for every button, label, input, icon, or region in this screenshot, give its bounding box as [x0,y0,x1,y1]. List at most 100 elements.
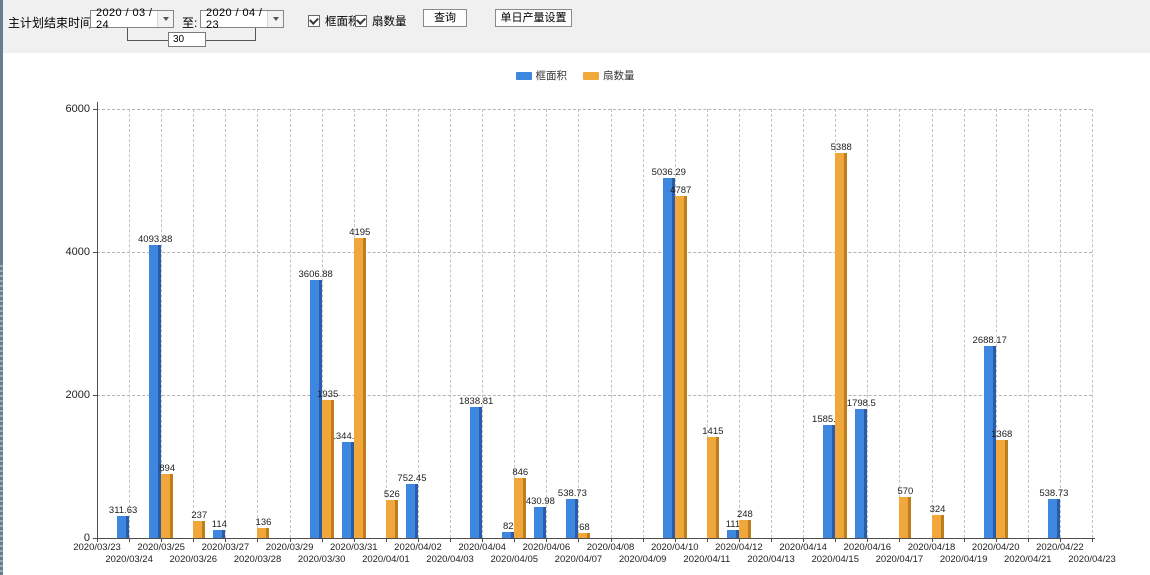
legend-item[interactable]: 框面积 [515,68,567,83]
x-axis-label: 2020/03/26 [169,554,218,565]
gridline-vertical [546,109,548,538]
checkbox-frame-area[interactable]: 框面积 [308,13,360,29]
bar-框面积-2020/04/15[interactable] [823,424,836,538]
bar-扇数量-2020/04/12[interactable] [738,520,751,538]
x-axis-tick [803,538,805,542]
date-to-picker[interactable]: 2020 / 04 / 23 [200,7,284,31]
daily-output-settings-button[interactable]: 单日产量设置 [495,9,572,27]
bar-框面积-2020/04/16[interactable] [855,409,868,538]
checkbox-fan-count[interactable]: 扇数量 [355,13,407,29]
date-to-dropdown-button[interactable] [267,11,283,27]
x-axis-label: 2020/03/24 [105,554,153,565]
bar-框面积-2020/04/06[interactable] [534,507,547,538]
x-axis-label: 2020/04/06 [522,542,571,553]
x-axis-label: 2020/04/02 [394,542,442,553]
bar-扇数量-2020/04/20[interactable] [995,440,1008,538]
y-axis-tick [93,538,97,539]
legend-swatch-icon [515,71,532,80]
x-axis-label: 2020/03/30 [297,554,346,565]
x-axis-label: 2020/04/23 [1068,554,1116,565]
x-axis-label: 2020/04/20 [971,542,1020,553]
query-button[interactable]: 查询 [423,9,467,27]
x-axis-tick [1059,538,1061,542]
x-axis-label: 2020/03/23 [73,542,121,553]
bar-框面积-2020/04/07[interactable] [566,499,579,538]
legend-swatch-icon [583,71,599,80]
gridline-vertical [514,109,516,538]
bar-框面积-2020/04/10[interactable] [662,177,675,538]
bar-value-label: 1585.96 [812,413,847,425]
bar-value-label: 538.73 [557,488,587,500]
x-axis-tick [706,538,708,542]
y-axis-label: 2000 [65,389,90,401]
checkbox-box[interactable] [355,15,367,27]
x-axis-label: 2020/04/17 [875,554,924,565]
bar-value-label: 114 [211,518,227,530]
bar-框面积-2020/03/25[interactable] [149,245,162,538]
bar-value-label: 324 [929,503,946,515]
date-from-dropdown-button[interactable] [157,11,173,27]
x-axis-label: 2020/04/03 [426,554,474,565]
bar-value-label: 68 [579,522,590,534]
gridline-vertical [1027,109,1029,538]
gridline-vertical [610,109,612,538]
bar-value-label: 752.45 [397,473,427,485]
bar-框面积-2020/03/31[interactable] [341,441,354,538]
bar-value-label: 570 [897,486,914,498]
bar-框面积-2020/03/27[interactable] [213,529,226,538]
bracket-line [127,40,169,41]
bar-扇数量-2020/03/25[interactable] [161,474,174,538]
x-axis-tick [482,538,484,542]
x-axis-label: 2020/03/28 [233,554,282,565]
bar-扇数量-2020/04/07[interactable] [578,533,591,538]
x-axis-label: 2020/04/08 [586,542,635,553]
bar-value-label: 1935 [317,388,339,400]
bar-扇数量-2020/03/30[interactable] [321,399,334,538]
bar-框面积-2020/04/02[interactable] [405,484,418,538]
y-axis-tick [93,395,97,396]
x-axis-tick [385,538,387,542]
bar-框面积-2020/04/04[interactable] [470,406,483,538]
bar-扇数量-2020/04/18[interactable] [931,514,944,538]
bar-扇数量-2020/04/15[interactable] [835,152,848,538]
bar-扇数量-2020/03/31[interactable] [353,238,366,538]
x-axis [97,538,1095,539]
bar-扇数量-2020/04/10[interactable] [674,195,687,538]
bar-扇数量-2020/04/01[interactable] [385,500,398,538]
x-axis-tick [835,538,837,542]
bar-框面积-2020/03/30[interactable] [309,280,322,538]
bar-框面积-2020/04/22[interactable] [1047,499,1060,538]
bar-扇数量-2020/03/28[interactable] [257,528,270,538]
bar-扇数量-2020/04/11[interactable] [706,436,719,538]
x-axis-label: 2020/04/19 [939,554,988,565]
bracket-line [127,28,128,41]
checkbox-fan-count-label: 扇数量 [372,16,407,28]
gridline-vertical [289,109,291,538]
date-from-picker[interactable]: 2020 / 03 / 24 [90,7,174,31]
bar-框面积-2020/03/24[interactable] [117,515,130,538]
bar-扇数量-2020/04/05[interactable] [514,477,527,538]
bar-框面积-2020/04/20[interactable] [983,345,996,538]
x-axis-label: 2020/04/11 [683,554,731,565]
checkbox-box[interactable] [308,15,320,27]
bar-扇数量-2020/03/26[interactable] [193,521,206,538]
legend-item[interactable]: 扇数量 [583,68,635,83]
bar-value-label: 237 [191,510,208,522]
bar-框面积-2020/04/05[interactable] [502,532,515,538]
x-axis-label: 2020/04/07 [554,554,603,565]
x-axis-tick [674,538,676,542]
y-axis-label: 0 [83,532,90,544]
x-axis-tick [578,538,580,542]
gridline-vertical [225,109,227,538]
x-axis-tick [257,538,259,542]
bar-value-label: 1344.95 [330,430,365,442]
interval-days-input[interactable]: 30 [168,32,206,47]
bar-扇数量-2020/04/17[interactable] [899,497,912,538]
legend-label: 扇数量 [603,70,635,82]
bar-value-label: 1415 [702,425,724,437]
bar-value-label: 4787 [670,184,692,196]
bar-框面积-2020/04/12[interactable] [726,530,739,538]
y-axis-label: 6000 [65,103,90,115]
gridline-vertical [995,109,997,538]
bracket-line [205,40,256,41]
